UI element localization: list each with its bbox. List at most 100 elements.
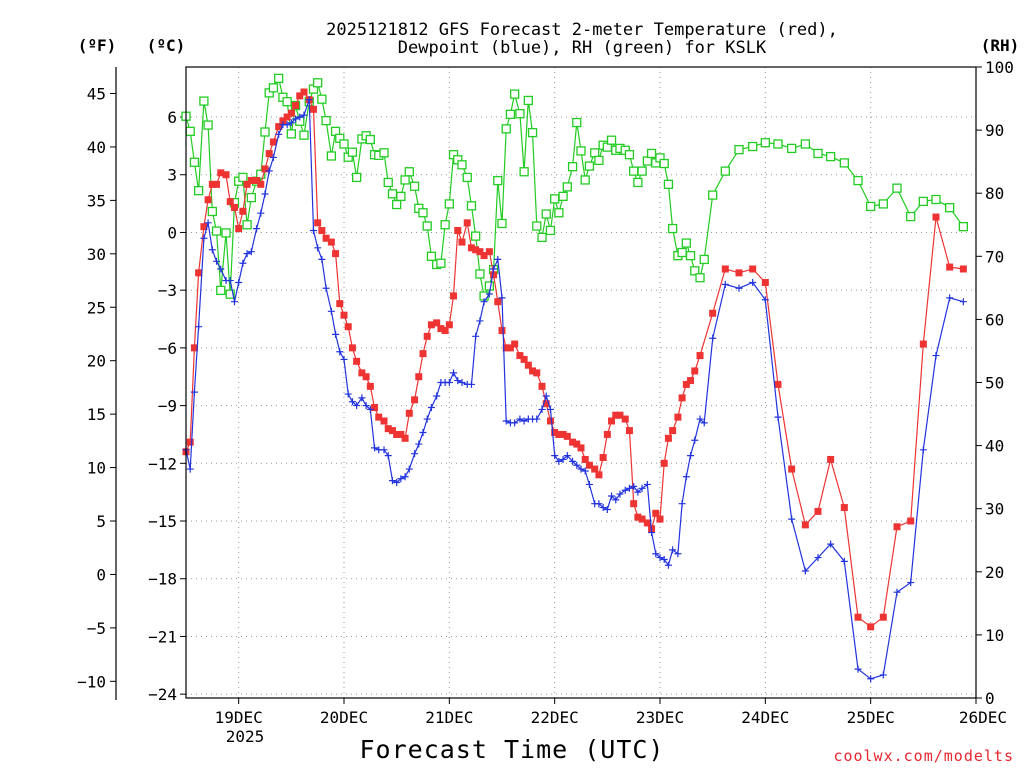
- rh-point: [554, 208, 564, 218]
- temperature-point: [652, 509, 660, 517]
- temperature-point: [616, 411, 624, 419]
- rh-point: [207, 206, 217, 217]
- dewpoint-point: [340, 355, 348, 363]
- rh-point: [409, 181, 420, 191]
- dewpoint-point: [709, 334, 717, 342]
- dewpoint-point: [569, 457, 577, 465]
- celsius-tick-label: −12: [148, 454, 177, 473]
- rh-point: [629, 166, 639, 176]
- temperature-point: [687, 377, 695, 385]
- dewpoint-point: [322, 284, 330, 292]
- temperature-point: [269, 138, 277, 146]
- time-tick-label: 20DEC: [320, 708, 368, 727]
- rh-point: [189, 157, 200, 167]
- fahrenheit-tick-label: 25: [87, 298, 106, 317]
- dewpoint-point: [621, 486, 629, 494]
- dewpoint-point: [269, 153, 277, 161]
- dewpoint-point: [603, 505, 611, 513]
- temperature-point: [656, 515, 664, 523]
- rh-point: [681, 238, 691, 248]
- rh-point: [878, 199, 888, 209]
- time-tick-label: 22DEC: [531, 708, 579, 727]
- temperature-point: [946, 263, 954, 271]
- rh-point: [392, 199, 402, 210]
- rh-tick-label: 100: [985, 58, 1014, 77]
- dewpoint-point: [213, 257, 221, 265]
- celsius-tick-label: 6: [167, 108, 177, 127]
- dewpoint-point: [612, 496, 620, 504]
- temperature-point: [664, 434, 672, 442]
- dewpoint-point: [721, 280, 729, 288]
- dewpoint-point: [678, 500, 686, 508]
- temperature-point: [827, 455, 835, 463]
- temperature-point: [555, 430, 563, 438]
- rh-point: [646, 148, 657, 159]
- rh-point: [422, 221, 432, 231]
- temperature-point: [735, 269, 743, 277]
- temperature-point: [840, 504, 848, 512]
- dewpoint-point: [230, 298, 238, 306]
- temperature-point: [458, 238, 466, 246]
- dewpoint-point: [226, 277, 234, 285]
- temperature-point: [340, 311, 348, 319]
- dewpoint-point: [204, 219, 212, 227]
- temperature-point: [366, 382, 374, 390]
- temperature-point: [397, 430, 405, 438]
- time-tick-label: 21DEC: [425, 708, 473, 727]
- celsius-tick-label: −21: [148, 627, 177, 646]
- temperature-point: [867, 623, 875, 631]
- temperature-point: [814, 507, 822, 515]
- dewpoint-point: [801, 567, 809, 575]
- temperature-point: [612, 411, 620, 419]
- rh-point: [685, 251, 696, 261]
- dewpoint-point: [664, 561, 672, 569]
- temperature-point: [643, 519, 651, 527]
- temperature-point: [358, 369, 366, 377]
- temperature-point: [788, 465, 796, 473]
- rh-point: [211, 226, 222, 236]
- temperature-point: [336, 300, 344, 308]
- rh-point: [286, 129, 296, 139]
- rh-point: [677, 247, 687, 258]
- temperature-point: [384, 425, 392, 433]
- temperature-point: [287, 109, 295, 117]
- dewpoint-point: [735, 284, 743, 292]
- temperature-point: [353, 357, 361, 365]
- dewpoint-point: [788, 515, 796, 523]
- rh-point: [853, 175, 863, 186]
- temperature-point: [490, 271, 498, 279]
- temperature-point: [480, 252, 488, 260]
- rh-point: [418, 208, 428, 218]
- dewpoint-point: [458, 379, 466, 386]
- celsius-tick-label: −24: [148, 685, 177, 704]
- rh-point: [541, 209, 551, 219]
- dewpoint-point: [634, 488, 642, 496]
- temperature-point: [344, 323, 352, 331]
- temperature-point: [261, 165, 269, 173]
- dewpoint-point: [405, 465, 413, 473]
- dewpoint-point: [401, 473, 409, 481]
- dewpoint-point: [599, 504, 607, 512]
- rh-point: [945, 203, 955, 213]
- rh-point: [931, 194, 941, 205]
- celsius-tick-label: −9: [158, 397, 177, 416]
- rh-point: [699, 254, 709, 265]
- rh-point: [221, 228, 231, 238]
- rh-point: [493, 175, 503, 186]
- rh-point: [695, 273, 705, 283]
- temperature-point: [529, 367, 537, 375]
- rh-point: [501, 124, 511, 134]
- temperature-point: [801, 521, 809, 529]
- rh-point: [379, 148, 389, 158]
- dewpoint-point: [454, 377, 462, 385]
- dewpoint-point: [296, 113, 304, 121]
- rh-point: [274, 73, 284, 84]
- dewpoint-point: [393, 479, 401, 487]
- temperature-point: [573, 440, 581, 448]
- temperature-point: [660, 459, 668, 467]
- fahrenheit-tick-label: 20: [87, 352, 106, 371]
- temperature-point: [217, 169, 225, 177]
- rh-point: [892, 183, 902, 193]
- rh-tick-label: 10: [985, 626, 1004, 645]
